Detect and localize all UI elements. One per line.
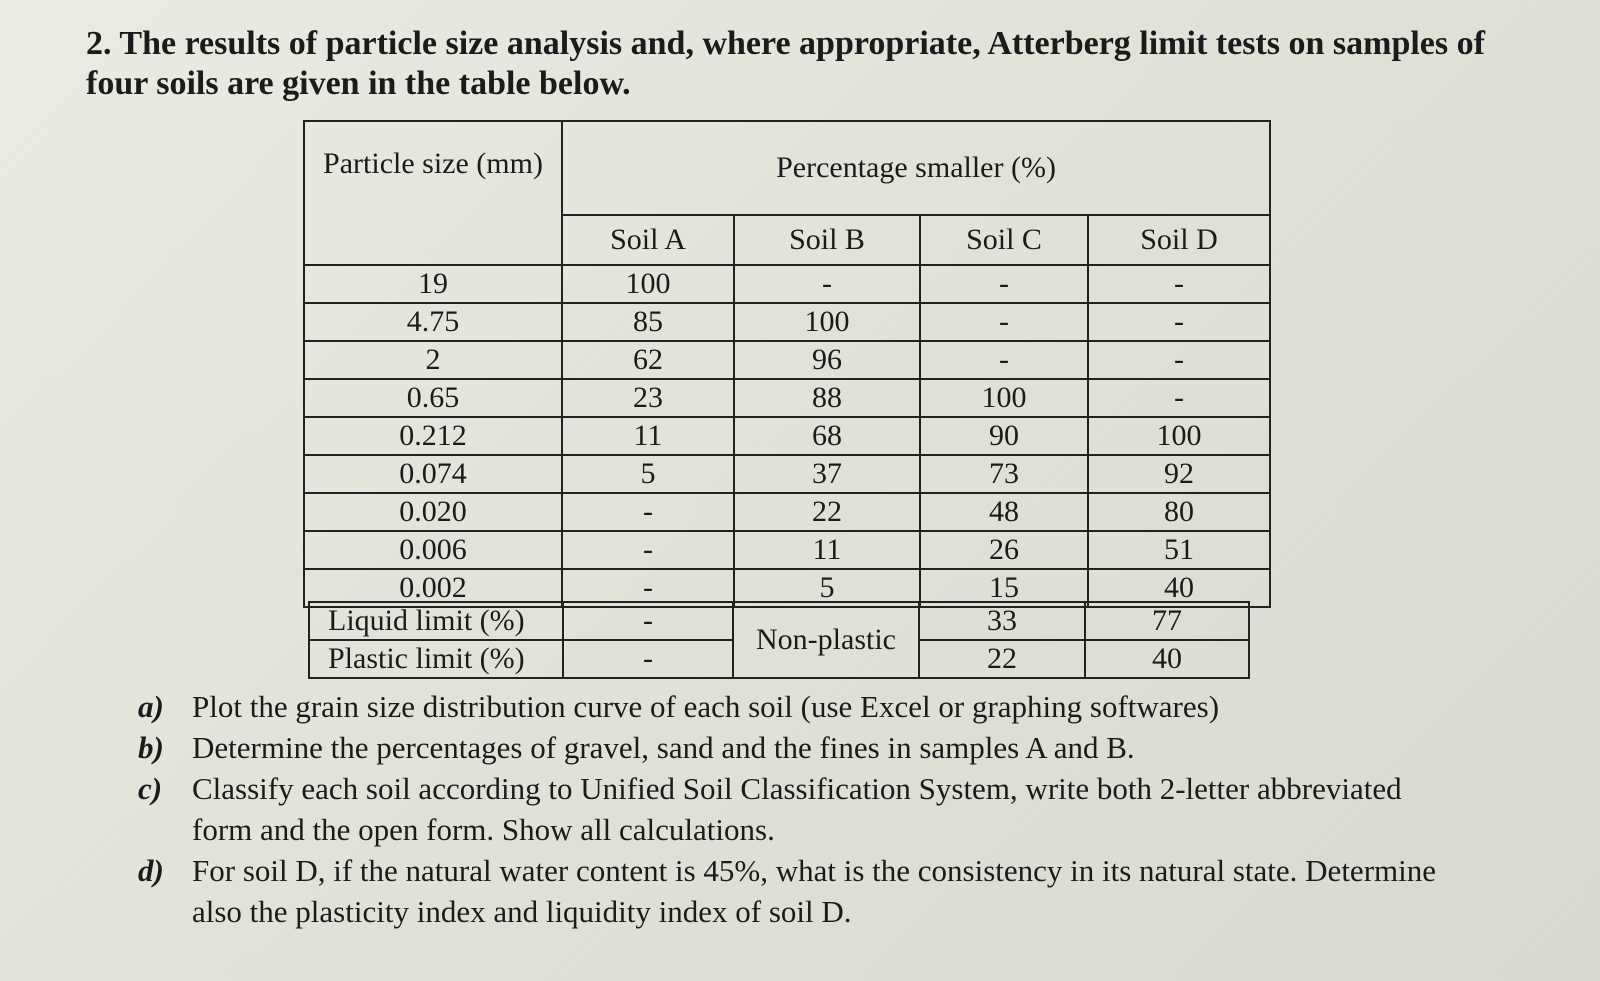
question-number: 2. [86, 25, 112, 62]
soil-b-cell: 11 [733, 530, 921, 570]
particle-size-cell: 0.020 [303, 492, 563, 532]
soil-c-liquid-limit: 33 [918, 601, 1086, 641]
table-row: 0.006 - 11 26 51 [303, 530, 1272, 570]
soil-c-cell: 100 [919, 378, 1089, 418]
soil-b-non-plastic: Non-plastic [732, 601, 920, 679]
soil-c-cell: 90 [919, 416, 1089, 456]
soil-b-cell: - [733, 264, 921, 304]
soil-c-header: Soil C [919, 214, 1089, 266]
particle-size-cell: 2 [303, 340, 563, 380]
soil-c-cell: - [919, 302, 1089, 342]
grain-size-table: Particle size (mm) Percentage smaller (%… [303, 119, 1272, 608]
particle-size-cell: 0.65 [303, 378, 563, 418]
particle-size-cell: 19 [303, 264, 563, 304]
grain-size-table-container: Particle size (mm) Percentage smaller (%… [303, 119, 1272, 608]
table-row: 0.002 - 5 15 40 [303, 568, 1272, 608]
atterberg-limits-table-container: Liquid limit (%) - Non-plastic 33 77 Pla… [308, 601, 1250, 679]
soil-d-cell: 92 [1086, 454, 1272, 494]
soil-c-cell: 73 [919, 454, 1089, 494]
table-row: 4.75 85 100 - - [303, 302, 1272, 342]
task-item-c: c) Classify each soil according to Unifi… [138, 768, 1458, 850]
task-label: c) [138, 771, 163, 806]
liquid-limit-label: Liquid limit (%) [308, 601, 564, 641]
soil-c-cell: - [919, 340, 1089, 380]
question-heading: 2. The results of particle size analysis… [86, 24, 1506, 104]
task-text: For soil D, if the natural water content… [192, 853, 1436, 929]
particle-size-cell: 0.006 [303, 530, 563, 570]
task-list: a) Plot the grain size distribution curv… [138, 686, 1458, 932]
soil-b-cell: 100 [733, 302, 921, 342]
table-row: 0.074 5 37 73 92 [303, 454, 1272, 494]
soil-a-plastic-limit: - [562, 639, 734, 679]
table-row: 2 62 96 - - [303, 340, 1272, 380]
soil-b-cell: 88 [733, 378, 921, 418]
soil-d-cell: 80 [1086, 492, 1272, 532]
soil-a-cell: 100 [561, 264, 735, 304]
soil-d-cell: 51 [1086, 530, 1272, 570]
soil-a-header: Soil A [561, 214, 735, 266]
task-text: Determine the percentages of gravel, san… [192, 730, 1135, 765]
soil-a-cell: 62 [561, 340, 735, 380]
soil-a-cell: 11 [561, 416, 735, 456]
soil-b-cell: 96 [733, 340, 921, 380]
task-label: b) [138, 730, 164, 765]
percentage-smaller-header: Percentage smaller (%) [560, 119, 1272, 217]
question-text: The results of particle size analysis an… [86, 25, 1485, 102]
soil-b-cell: 22 [733, 492, 921, 532]
plastic-limit-label: Plastic limit (%) [308, 639, 564, 679]
soil-d-cell: - [1086, 378, 1272, 418]
soil-b-cell: 37 [733, 454, 921, 494]
soil-d-plastic-limit: 40 [1084, 639, 1250, 679]
soil-a-liquid-limit: - [562, 601, 734, 641]
task-label: a) [138, 689, 164, 724]
task-item-b: b) Determine the percentages of gravel, … [138, 727, 1458, 768]
soil-b-cell: 68 [733, 416, 921, 456]
soil-c-plastic-limit: 22 [918, 639, 1086, 679]
particle-size-cell: 4.75 [303, 302, 563, 342]
particle-size-cell: 0.074 [303, 454, 563, 494]
task-text: Plot the grain size distribution curve o… [192, 689, 1220, 724]
table-row: 0.65 23 88 100 - [303, 378, 1272, 418]
soil-d-cell: - [1086, 340, 1272, 380]
soil-a-cell: - [561, 530, 735, 570]
atterberg-limits-table: Liquid limit (%) - Non-plastic 33 77 Pla… [308, 601, 1250, 679]
soil-d-cell: 100 [1086, 416, 1272, 456]
task-item-d: d) For soil D, if the natural water cont… [138, 850, 1458, 932]
soil-d-header: Soil D [1086, 214, 1272, 266]
soil-a-cell: 85 [561, 302, 735, 342]
soil-c-cell: 48 [919, 492, 1089, 532]
table-row: 0.020 - 22 48 80 [303, 492, 1272, 532]
particle-size-header: Particle size (mm) [303, 120, 563, 266]
soil-d-cell: - [1086, 264, 1272, 304]
task-text: Classify each soil according to Unified … [192, 771, 1402, 847]
task-item-a: a) Plot the grain size distribution curv… [138, 686, 1458, 727]
soil-a-cell: 23 [561, 378, 735, 418]
plastic-limit-row: Plastic limit (%) - 22 40 [308, 639, 1250, 679]
soil-b-header: Soil B [733, 214, 921, 266]
table-row: 19 100 - - - [303, 264, 1272, 304]
particle-size-cell: 0.212 [303, 416, 563, 456]
liquid-limit-row: Liquid limit (%) - Non-plastic 33 77 [308, 601, 1250, 679]
soil-d-cell: - [1086, 302, 1272, 342]
soil-c-cell: 26 [919, 530, 1089, 570]
table-row: 0.212 11 68 90 100 [303, 416, 1272, 456]
soil-a-cell: 5 [561, 454, 735, 494]
soil-a-cell: - [561, 492, 735, 532]
task-label: d) [138, 853, 164, 888]
soil-d-liquid-limit: 77 [1084, 601, 1250, 641]
soil-c-cell: - [919, 264, 1089, 304]
